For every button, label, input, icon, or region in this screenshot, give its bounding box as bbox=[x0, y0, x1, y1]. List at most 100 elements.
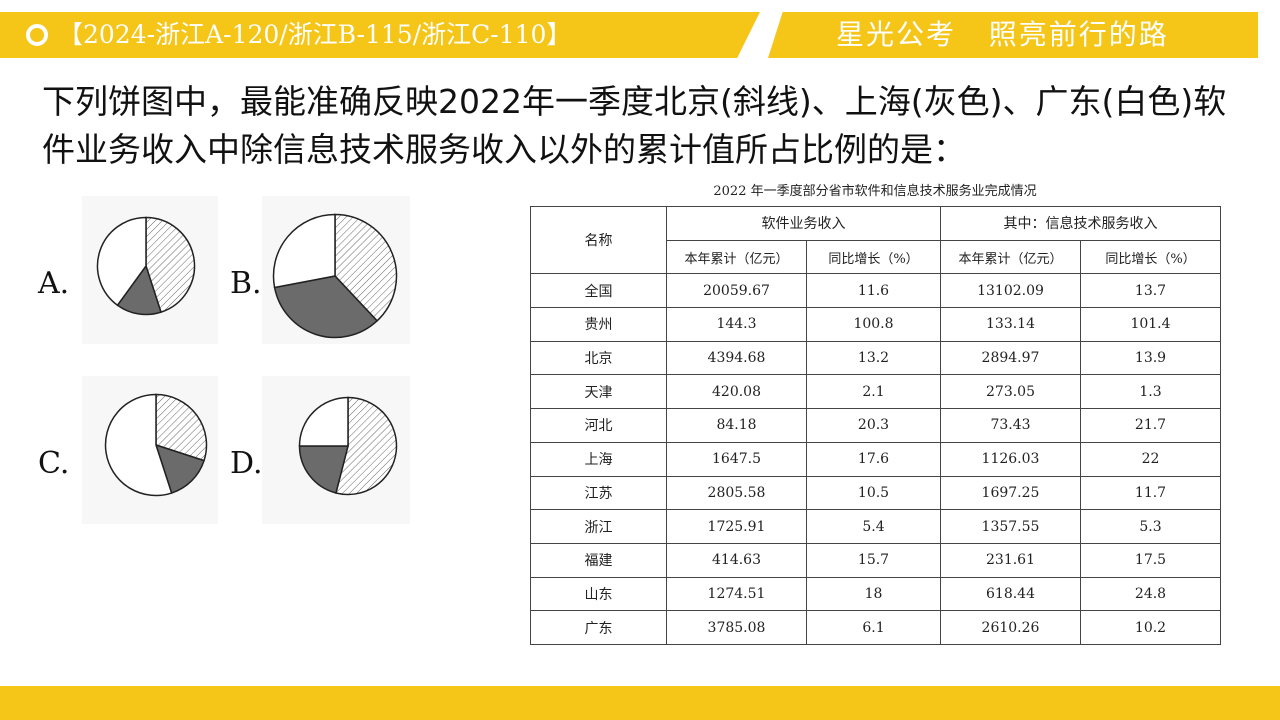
value-cell: 6.1 bbox=[806, 610, 941, 645]
pie-slice-white bbox=[96, 216, 147, 307]
value-cell: 1357.55 bbox=[940, 509, 1081, 544]
region-name-cell: 天津 bbox=[530, 374, 667, 410]
value-cell: 13.7 bbox=[1080, 273, 1221, 309]
value-cell: 1126.03 bbox=[940, 441, 1081, 477]
slogan-banner bbox=[768, 12, 1258, 58]
exam-source-title: 【2024-浙江A-120/浙江B-115/浙江C-110】 bbox=[58, 20, 572, 49]
table-row: 江苏 2805.58 10.5 1697.25 11.7 bbox=[530, 475, 1221, 511]
value-cell: 13.9 bbox=[1080, 340, 1221, 376]
pie-slice-white bbox=[104, 393, 173, 497]
value-cell: 21.7 bbox=[1080, 408, 1221, 443]
software-revenue-table: 名称 软件业务收入 其中：信息技术服务收入 本年累计（亿元） 同比增长（%） 本… bbox=[530, 205, 1221, 645]
region-name-cell: 福建 bbox=[530, 542, 667, 578]
option-b-label: B. bbox=[230, 266, 262, 301]
value-cell: 4394.68 bbox=[666, 340, 807, 376]
value-cell: 5.3 bbox=[1080, 509, 1221, 544]
value-cell: 11.6 bbox=[806, 273, 941, 309]
option-a-pie-chart bbox=[96, 216, 196, 316]
value-cell: 20.3 bbox=[806, 408, 941, 443]
region-name-cell: 江苏 bbox=[530, 475, 667, 511]
region-name-cell: 全国 bbox=[530, 273, 667, 309]
value-cell: 17.5 bbox=[1080, 542, 1221, 578]
circle-icon bbox=[26, 24, 48, 46]
value-cell: 15.7 bbox=[806, 542, 941, 578]
header-it-service-revenue: 其中：信息技术服务收入 bbox=[940, 206, 1221, 241]
option-a-label: A. bbox=[38, 266, 70, 301]
value-cell: 100.8 bbox=[806, 307, 941, 342]
table-row: 天津 420.08 2.1 273.05 1.3 bbox=[530, 374, 1221, 410]
value-cell: 24.8 bbox=[1080, 576, 1221, 612]
value-cell: 18 bbox=[806, 576, 941, 612]
table-row: 福建 414.63 15.7 231.61 17.5 bbox=[530, 542, 1221, 578]
table-row: 广东 3785.08 6.1 2610.26 10.2 bbox=[530, 610, 1221, 645]
table-row: 浙江 1725.91 5.4 1357.55 5.3 bbox=[530, 509, 1221, 544]
subheader-cumulative: 本年累计（亿元） bbox=[666, 239, 807, 275]
value-cell: 273.05 bbox=[940, 374, 1081, 410]
value-cell: 133.14 bbox=[940, 307, 1081, 342]
pie-slice-gray bbox=[298, 445, 349, 494]
value-cell: 1647.5 bbox=[666, 441, 807, 477]
value-cell: 1274.51 bbox=[666, 576, 807, 612]
value-cell: 144.3 bbox=[666, 307, 807, 342]
option-d-pie-chart bbox=[298, 396, 398, 496]
header-software-revenue: 软件业务收入 bbox=[666, 206, 941, 241]
value-cell: 17.6 bbox=[806, 441, 941, 477]
value-cell: 20059.67 bbox=[666, 273, 807, 309]
value-cell: 3785.08 bbox=[666, 610, 807, 645]
value-cell: 13102.09 bbox=[940, 273, 1081, 309]
value-cell: 5.4 bbox=[806, 509, 941, 544]
subheader-growth: 同比增长（%） bbox=[1080, 239, 1221, 275]
option-c-label: C. bbox=[38, 446, 70, 481]
value-cell: 73.43 bbox=[940, 408, 1081, 443]
pie-slice-hatched bbox=[145, 216, 196, 314]
region-name-cell: 浙江 bbox=[530, 509, 667, 544]
table-row: 北京 4394.68 13.2 2894.97 13.9 bbox=[530, 340, 1221, 376]
value-cell: 101.4 bbox=[1080, 307, 1221, 342]
region-name-cell: 广东 bbox=[530, 610, 667, 645]
header-name: 名称 bbox=[530, 205, 667, 275]
value-cell: 84.18 bbox=[666, 408, 807, 443]
value-cell: 414.63 bbox=[666, 542, 807, 578]
option-c-pie-chart bbox=[104, 393, 208, 497]
region-name-cell: 贵州 bbox=[530, 307, 667, 342]
region-name-cell: 北京 bbox=[530, 340, 667, 376]
table-row: 全国 20059.67 11.6 13102.09 13.7 bbox=[530, 273, 1221, 309]
value-cell: 10.2 bbox=[1080, 610, 1221, 645]
footer-bar bbox=[0, 686, 1280, 720]
pie-slice-white bbox=[298, 396, 349, 447]
pie-slice-gray bbox=[273, 275, 379, 339]
value-cell: 2.1 bbox=[806, 374, 941, 410]
value-cell: 11.7 bbox=[1080, 475, 1221, 511]
value-cell: 618.44 bbox=[940, 576, 1081, 612]
pie-slice-hatched bbox=[334, 213, 398, 322]
pie-slice-hatched bbox=[335, 396, 398, 496]
header-banner bbox=[0, 12, 760, 58]
region-name-cell: 河北 bbox=[530, 408, 667, 443]
value-cell: 13.2 bbox=[806, 340, 941, 376]
value-cell: 1725.91 bbox=[666, 509, 807, 544]
value-cell: 1.3 bbox=[1080, 374, 1221, 410]
pie-slice-white bbox=[272, 213, 336, 289]
subheader-growth: 同比增长（%） bbox=[806, 239, 941, 275]
region-name-cell: 山东 bbox=[530, 576, 667, 612]
option-b-pie-chart bbox=[272, 213, 398, 339]
value-cell: 2610.26 bbox=[940, 610, 1081, 645]
value-cell: 22 bbox=[1080, 441, 1221, 477]
value-cell: 1697.25 bbox=[940, 475, 1081, 511]
table-row: 贵州 144.3 100.8 133.14 101.4 bbox=[530, 307, 1221, 342]
subheader-cumulative: 本年累计（亿元） bbox=[940, 239, 1081, 275]
region-name-cell: 上海 bbox=[530, 441, 667, 477]
pie-slice-hatched bbox=[155, 393, 208, 462]
table-caption: 2022 年一季度部分省市软件和信息技术服务业完成情况 bbox=[713, 184, 1037, 199]
option-d-label: D. bbox=[230, 446, 263, 481]
value-cell: 231.61 bbox=[940, 542, 1081, 578]
table-row: 山东 1274.51 18 618.44 24.8 bbox=[530, 576, 1221, 612]
value-cell: 420.08 bbox=[666, 374, 807, 410]
value-cell: 10.5 bbox=[806, 475, 941, 511]
value-cell: 2805.58 bbox=[666, 475, 807, 511]
brand-slogan: 星光公考 照亮前行的路 bbox=[836, 18, 1169, 51]
table-row: 河北 84.18 20.3 73.43 21.7 bbox=[530, 408, 1221, 443]
table-row: 上海 1647.5 17.6 1126.03 22 bbox=[530, 441, 1221, 477]
value-cell: 2894.97 bbox=[940, 340, 1081, 376]
question-text: 下列饼图中，最能准确反映2022年一季度北京(斜线)、上海(灰色)、广东(白色)… bbox=[42, 82, 1227, 169]
